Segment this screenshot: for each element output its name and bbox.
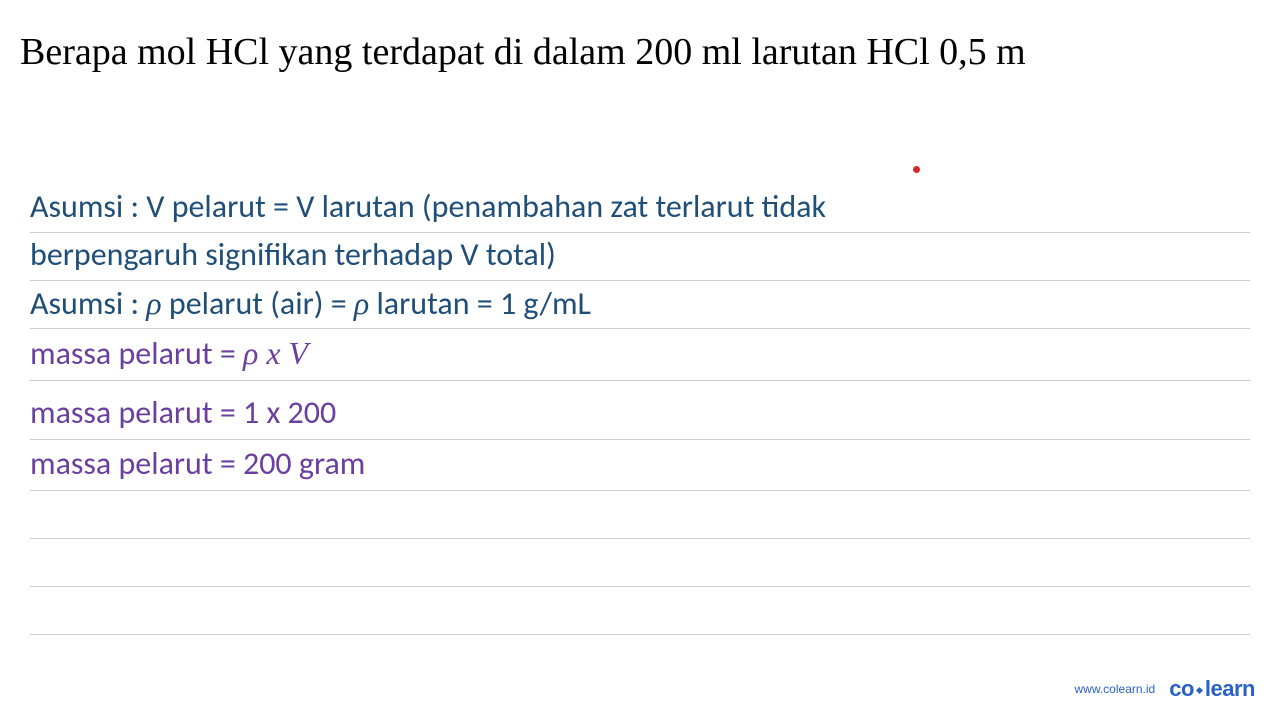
assumption-line-1b: berpengaruh signifikan terhadap V total) xyxy=(30,235,556,274)
ruled-line xyxy=(30,587,1250,635)
laser-pointer-dot xyxy=(913,166,920,173)
footer-url: www.colearn.id xyxy=(1075,682,1156,696)
solution-content: Asumsi : V pelarut = V larutan (penambah… xyxy=(30,185,1250,635)
footer: www.colearn.id colearn xyxy=(1075,676,1255,702)
ruled-line xyxy=(30,491,1250,539)
question-text: Berapa mol HCl yang terdapat di dalam 20… xyxy=(20,30,1026,74)
formula-line-1: massa pelarut = ρ x V xyxy=(30,334,308,373)
assumption-line-2: Asumsi : ρ pelarut (air) = ρ larutan = 1… xyxy=(30,284,591,323)
colearn-logo: colearn xyxy=(1169,676,1255,702)
ruled-line xyxy=(30,539,1250,587)
formula-line-2: massa pelarut = 1 x 200 xyxy=(30,393,336,432)
formula-line-3: massa pelarut = 200 gram xyxy=(30,444,365,483)
assumption-line-1a: Asumsi : V pelarut = V larutan (penambah… xyxy=(30,187,826,226)
